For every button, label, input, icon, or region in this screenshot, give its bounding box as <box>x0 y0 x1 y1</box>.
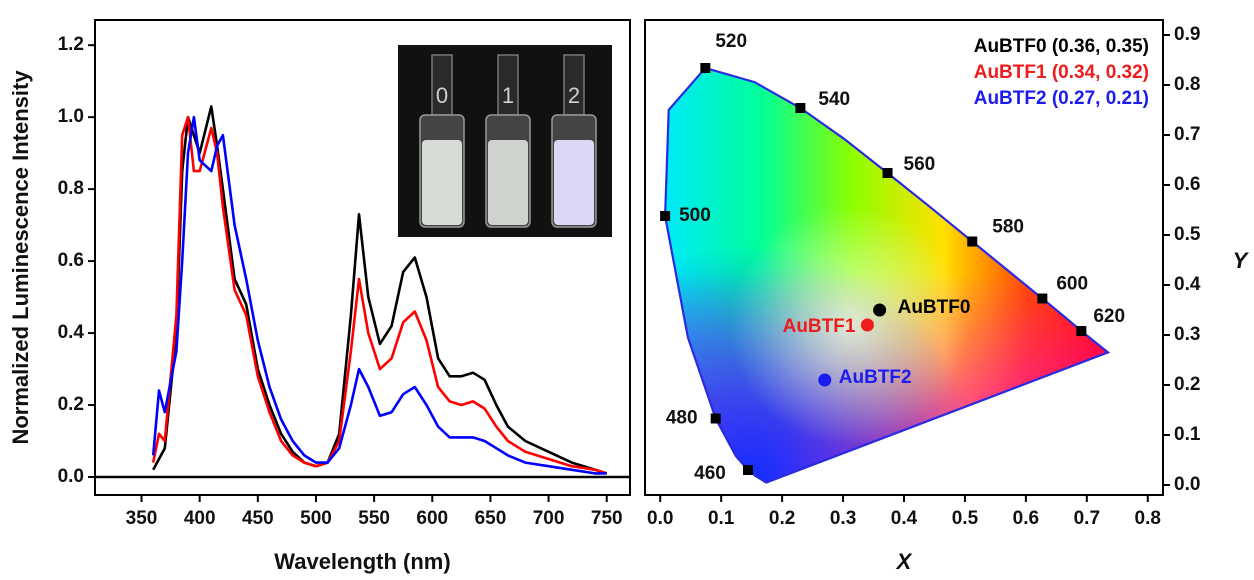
y-axis-title: Normalized Luminescence Intensity <box>8 70 33 445</box>
x-tick-label: 0.8 <box>1135 508 1161 529</box>
y-tick-label: 0.2 <box>58 394 84 415</box>
data-point <box>860 318 874 332</box>
spectrum-line <box>151 115 607 475</box>
plot-area: 0 1 2 <box>95 45 630 479</box>
x-axis-title: Wavelength (nm) <box>274 549 450 574</box>
data-point <box>873 303 887 317</box>
legend-entry: AuBTF1 (0.34, 0.32) <box>974 62 1149 83</box>
plot-frame <box>644 19 1164 496</box>
x-tick-label: 550 <box>358 508 390 529</box>
plot-frame <box>94 19 631 496</box>
wavelength-label: 600 <box>1056 274 1088 295</box>
inset-label: 0 <box>436 83 448 108</box>
wavelength-marker <box>795 103 806 113</box>
wavelength-label: 620 <box>1093 306 1125 327</box>
wavelength-marker <box>967 236 978 247</box>
point-label: AuBTF1 <box>783 316 856 337</box>
y-tick-label: 0.8 <box>58 178 84 199</box>
x-tick-label: 0.5 <box>952 508 979 529</box>
legend-entry: AuBTF0 (0.36, 0.35) <box>974 36 1149 57</box>
wavelength-marker <box>700 63 711 73</box>
y-tick-label: 0.0 <box>1174 474 1200 495</box>
wavelength-label: 580 <box>992 217 1024 238</box>
wavelength-marker <box>710 413 721 424</box>
y-tick-label: 1.0 <box>58 106 84 127</box>
x-tick-label: 750 <box>591 508 623 529</box>
wavelength-marker <box>660 211 671 221</box>
y-tick-label: 0.7 <box>1174 124 1200 145</box>
vial-liquid <box>488 140 528 225</box>
y-tick-label: 0.3 <box>1174 324 1200 345</box>
wavelength-label: 460 <box>694 463 726 484</box>
x-tick-label: 450 <box>242 508 274 529</box>
legend-entry: AuBTF2 (0.27, 0.21) <box>974 88 1149 109</box>
wavelength-label: 540 <box>818 89 850 110</box>
x-tick-label: 650 <box>475 508 507 529</box>
y-tick-label: 0.6 <box>58 250 84 271</box>
wavelength-marker <box>882 168 893 178</box>
wavelength-label: 480 <box>666 408 698 429</box>
x-tick-label: 0.0 <box>647 508 673 529</box>
x-tick-label: 0.1 <box>708 508 735 529</box>
y-tick-label: 1.2 <box>58 34 84 55</box>
wavelength-label: 500 <box>679 205 711 226</box>
x-tick-label: 0.4 <box>891 508 918 529</box>
x-tick-label: 700 <box>533 508 565 529</box>
vial-liquid <box>422 140 462 225</box>
x-tick-label: 400 <box>184 508 216 529</box>
y-tick-label: 0.4 <box>1174 274 1201 295</box>
wavelength-label: 560 <box>904 154 936 175</box>
y-tick-label: 0.6 <box>1174 174 1200 195</box>
y-tick-label: 0.5 <box>1174 224 1201 245</box>
x-tick-label: 0.7 <box>1074 508 1100 529</box>
vial-liquid <box>554 140 594 225</box>
x-tick-label: 0.3 <box>830 508 856 529</box>
inset-label: 2 <box>568 83 580 108</box>
y-axis-title: Y <box>1233 248 1250 273</box>
inset-label: 1 <box>502 83 514 108</box>
y-tick-label: 0.8 <box>1174 74 1200 95</box>
y-tick-label: 0.2 <box>1174 374 1200 395</box>
y-tick-label: 0.1 <box>1174 424 1201 445</box>
x-tick-label: 0.2 <box>769 508 795 529</box>
data-point <box>818 373 832 387</box>
x-tick-label: 500 <box>300 508 332 529</box>
y-tick-label: 0.0 <box>58 466 84 487</box>
wavelength-marker <box>1037 293 1048 304</box>
x-tick-label: 0.6 <box>1013 508 1039 529</box>
x-axis-title: X <box>895 549 913 574</box>
wavelength-label: 520 <box>715 31 747 52</box>
wavelength-marker <box>1076 326 1087 336</box>
point-label: AuBTF2 <box>839 367 912 388</box>
wavelength-marker <box>742 465 753 475</box>
spectrum-line <box>151 115 608 475</box>
point-label: AuBTF0 <box>898 297 971 318</box>
y-tick-label: 0.4 <box>58 322 85 343</box>
x-tick-label: 350 <box>126 508 158 529</box>
y-tick-label: 0.9 <box>1174 24 1200 45</box>
x-tick-label: 600 <box>416 508 448 529</box>
